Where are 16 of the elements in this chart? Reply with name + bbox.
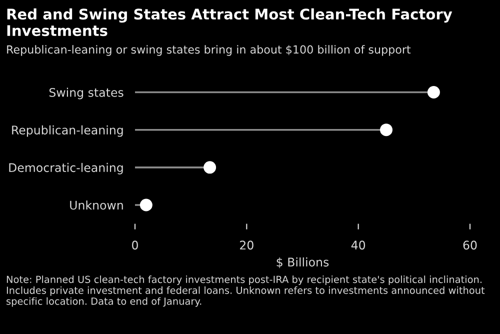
point: [140, 198, 152, 212]
x-tick-label: 40: [351, 240, 366, 250]
chart-title: Red and Swing States Attract Most Clean-Tech Factory Investments: [7, 8, 452, 36]
point: [204, 161, 216, 174]
y-tick-label: Swing states: [49, 88, 124, 100]
y-tick-label: Republican-leaning: [12, 125, 123, 137]
x-axis-title: $ Billions: [276, 257, 329, 268]
x-tick-label: 60: [463, 240, 477, 250]
y-tick-label: Democratic-leaning: [9, 162, 123, 174]
x-tick-label: 0: [132, 240, 138, 250]
point: [427, 86, 440, 99]
chart-subtitle: Republican-leaning or swing states bring in about $100 billion of support: [7, 45, 411, 56]
x-tick-label: 20: [240, 240, 254, 250]
text: Note: Planned US clean-tech factory investments post-IRA by recipient state's political inclination. Includes private investment and federal loans. Unknown refers to investments announced without specific location. Data to end of January.: [6, 276, 485, 307]
y-tick-label: Unknown: [70, 200, 123, 210]
point: [380, 124, 392, 136]
